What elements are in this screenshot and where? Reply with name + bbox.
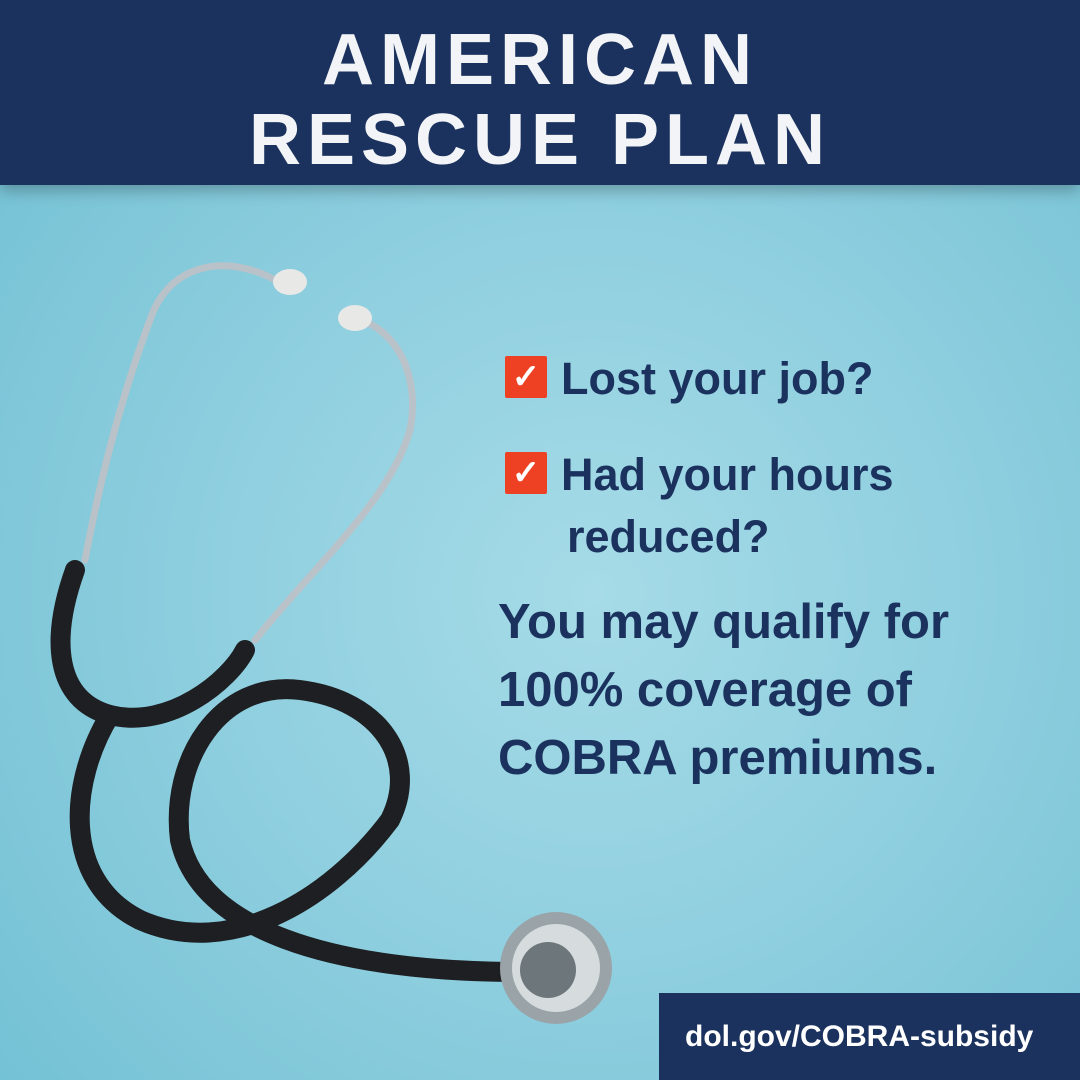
checkbox-checked-icon: ✓: [505, 452, 547, 494]
qualify-line-1: You may qualify for: [498, 595, 950, 649]
checklist-label-line2: reduced?: [567, 511, 770, 562]
title-line-1: AMERICAN: [322, 20, 758, 100]
qualify-line-2: 100% coverage of: [498, 663, 912, 717]
stethoscope-image: [50, 262, 612, 1024]
checkbox-checked-icon: ✓: [505, 356, 547, 398]
qualify-line-3: COBRA premiums.: [498, 731, 938, 785]
checklist-label: Lost your job?: [561, 353, 874, 404]
checklist-item-lost-job: ✓ Lost your job?: [505, 353, 873, 410]
qualify-message: You may qualify for 100% coverage of COB…: [498, 588, 1058, 792]
header-banner: AMERICAN RESCUE PLAN: [0, 0, 1080, 185]
checklist-label: Had your hours reduced?: [561, 444, 894, 568]
url-banner: dol.gov/COBRA-subsidy: [659, 993, 1080, 1080]
checklist-item-hours-reduced: ✓ Had your hours reduced?: [505, 449, 894, 568]
title-line-2: RESCUE PLAN: [248, 100, 832, 180]
checklist-label-line1: Had your hours: [561, 449, 894, 500]
url-text: dol.gov/COBRA-subsidy: [685, 1019, 1034, 1053]
